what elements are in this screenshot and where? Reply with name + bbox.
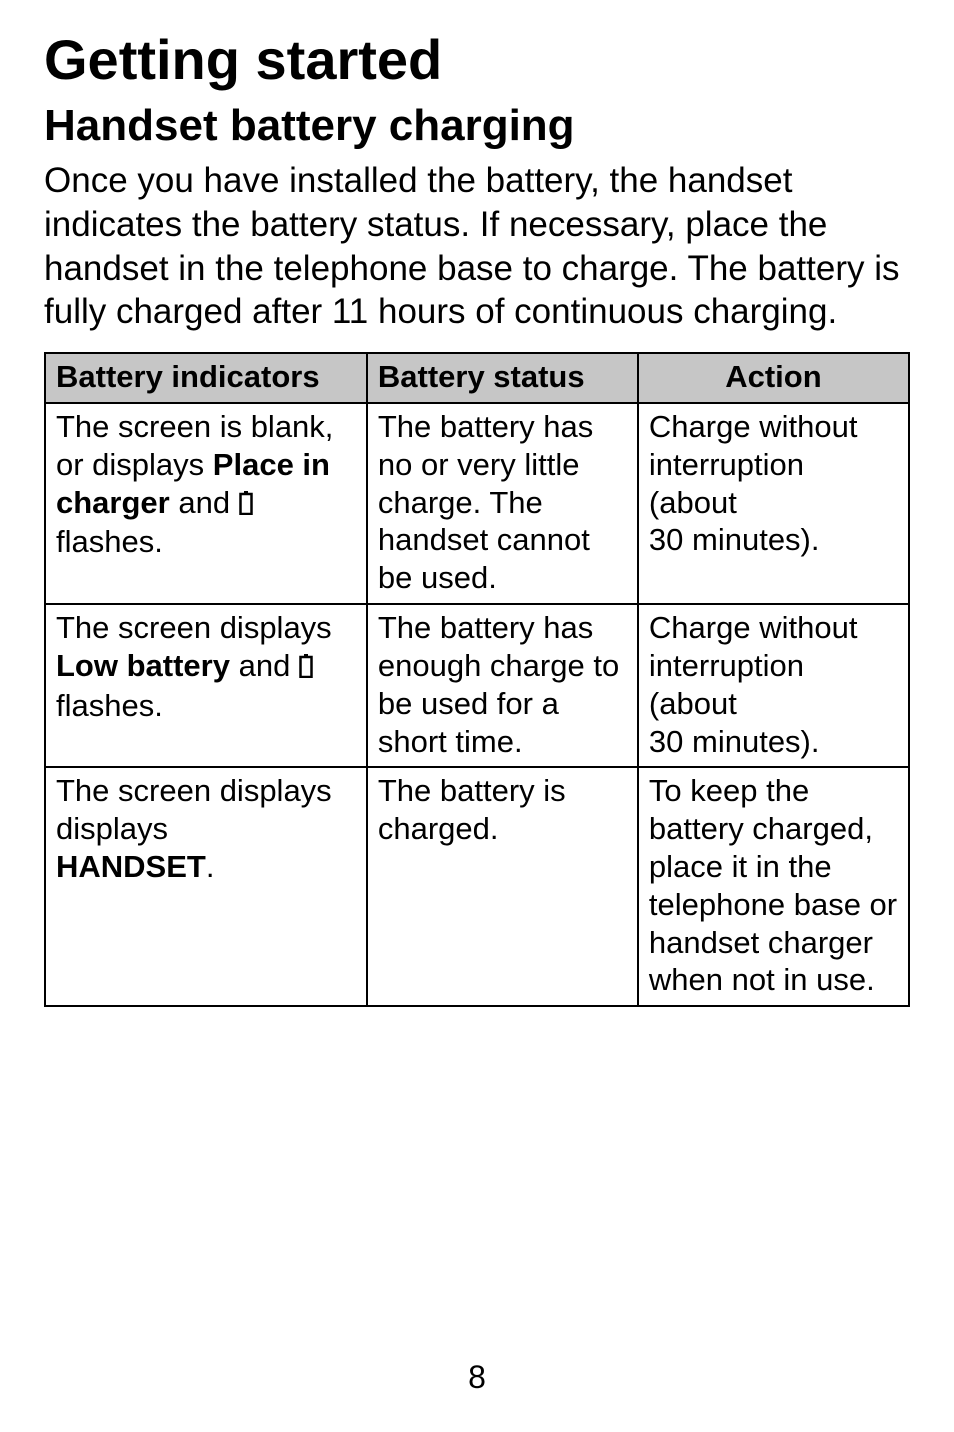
text-fragment: flashes. bbox=[56, 688, 163, 723]
cell-status: The battery has no or very little charge… bbox=[367, 403, 638, 604]
cell-action: Charge without interruption (about 30 mi… bbox=[638, 604, 909, 767]
cell-status: The battery has enough charge to be used… bbox=[367, 604, 638, 767]
table-row: The screen is blank, or displays Place i… bbox=[45, 403, 909, 604]
text-fragment: The screen displays bbox=[56, 773, 332, 808]
text-fragment: and bbox=[170, 485, 239, 520]
text-bold-fragment: HANDSET bbox=[56, 849, 206, 884]
page-number: 8 bbox=[0, 1359, 954, 1396]
battery-table: Battery indicators Battery status Action… bbox=[44, 352, 910, 1007]
text-bold-fragment: Low battery bbox=[56, 648, 230, 683]
text-fragment: displays bbox=[56, 811, 168, 846]
cell-status: The battery is charged. bbox=[367, 767, 638, 1006]
text-fragment: The screen displays bbox=[56, 610, 332, 645]
section-subtitle: Handset battery charging bbox=[44, 100, 910, 153]
cell-action: Charge without interruption (about 30 mi… bbox=[638, 403, 909, 604]
battery-icon bbox=[239, 486, 253, 524]
text-fragment: . bbox=[206, 849, 215, 884]
text-fragment: flashes. bbox=[56, 524, 163, 559]
table-header-row: Battery indicators Battery status Action bbox=[45, 353, 909, 403]
intro-paragraph: Once you have installed the battery, the… bbox=[44, 159, 910, 334]
th-action: Action bbox=[638, 353, 909, 403]
th-status: Battery status bbox=[367, 353, 638, 403]
cell-indicators: The screen displays displays HANDSET. bbox=[45, 767, 367, 1006]
text-fragment: and bbox=[230, 648, 299, 683]
table-row: The screen displays Low battery and flas… bbox=[45, 604, 909, 767]
th-indicators: Battery indicators bbox=[45, 353, 367, 403]
battery-icon bbox=[299, 649, 313, 687]
cell-indicators: The screen is blank, or displays Place i… bbox=[45, 403, 367, 604]
table-row: The screen displays displays HANDSET. Th… bbox=[45, 767, 909, 1006]
cell-indicators: The screen displays Low battery and flas… bbox=[45, 604, 367, 767]
page-title: Getting started bbox=[44, 28, 910, 92]
cell-action: To keep the battery charged, place it in… bbox=[638, 767, 909, 1006]
